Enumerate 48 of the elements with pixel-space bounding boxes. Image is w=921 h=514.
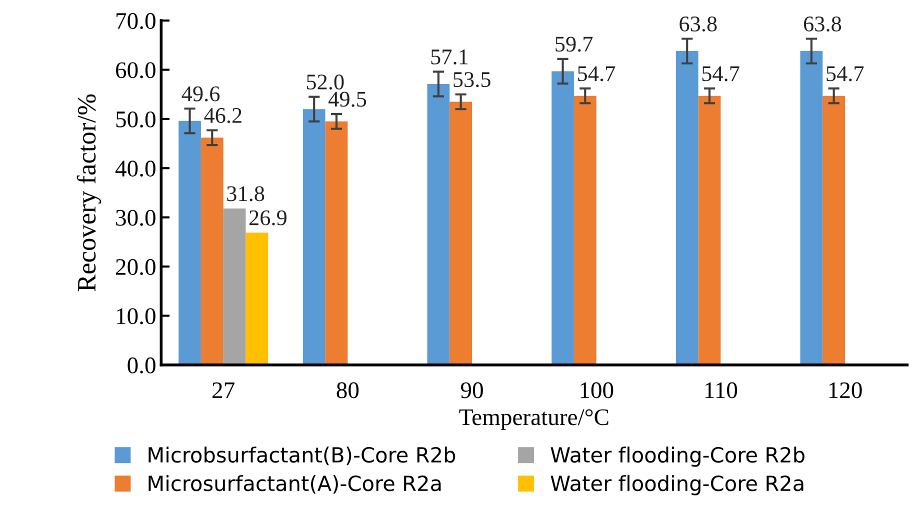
data-label: 26.9 — [249, 210, 286, 226]
y-tick-label: 20.0 — [116, 259, 156, 276]
x-tick-label: 90 — [460, 382, 483, 398]
bar — [302, 109, 326, 365]
data-label: 52.0 — [306, 74, 344, 90]
y-tick-label: 60.0 — [116, 62, 156, 78]
x-tick-label: 80 — [336, 382, 359, 398]
bar — [427, 84, 450, 365]
bar — [178, 120, 201, 365]
x-tick-label: 110 — [705, 382, 738, 398]
bar — [223, 208, 246, 365]
bar — [698, 96, 721, 365]
y-tick-label: 40.0 — [115, 160, 156, 177]
data-label: 46.2 — [204, 108, 242, 124]
y-tick-label: 0.0 — [128, 357, 156, 374]
x-tick-label: 27 — [212, 382, 234, 398]
data-label: 53.5 — [454, 72, 490, 88]
bar — [200, 138, 224, 365]
data-label: 63.8 — [804, 16, 842, 32]
legend-label: Microsurfactant(A)-Core R2a — [148, 475, 441, 494]
bar — [450, 102, 472, 365]
legend-label: Water flooding-Core R2a — [550, 475, 804, 496]
data-label: 54.7 — [578, 66, 615, 82]
bar — [574, 96, 596, 365]
bar — [676, 51, 698, 365]
data-label: 59.7 — [556, 36, 593, 52]
data-label: 63.8 — [680, 16, 717, 32]
data-label: 31.8 — [227, 186, 264, 202]
data-label: 49.5 — [328, 92, 366, 107]
y-tick-label: 10.0 — [117, 308, 156, 324]
y-tick-label: 70.0 — [116, 13, 156, 30]
bar — [246, 232, 268, 365]
x-tick-label: 120 — [829, 382, 862, 398]
bar — [800, 51, 823, 365]
data-label: 54.7 — [702, 66, 740, 82]
y-axis-title: Recovery factor/% — [76, 94, 102, 292]
data-label: 54.7 — [826, 66, 864, 82]
data-label: 57.1 — [431, 50, 468, 65]
bar — [325, 121, 348, 365]
legend-label: Microbsurfactant(B)-Core R2b — [148, 446, 456, 466]
x-axis-title: Temperature/°C — [459, 409, 608, 430]
y-tick-label: 50.0 — [116, 111, 156, 128]
bar — [552, 71, 574, 365]
data-label: 49.6 — [182, 86, 220, 102]
legend-label: Water flooding-Core R2b — [550, 446, 804, 467]
y-tick-label: 30.0 — [116, 210, 156, 226]
x-tick-label: 100 — [580, 382, 614, 398]
bar — [822, 96, 846, 365]
